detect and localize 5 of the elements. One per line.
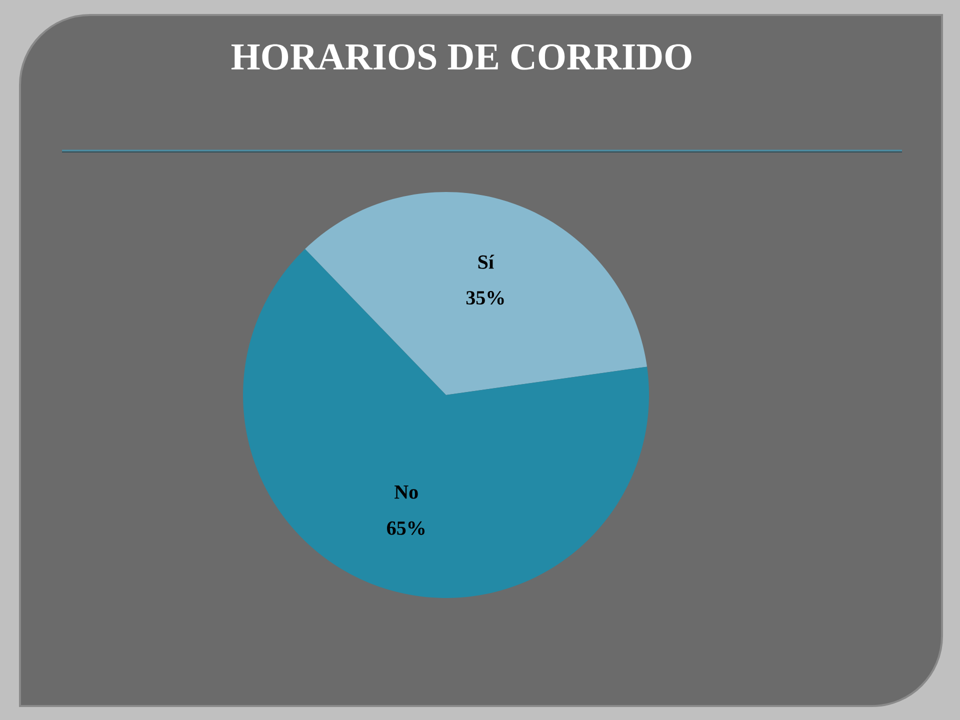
slice-label: No: [394, 486, 418, 499]
chart-title: HORARIOS DE CORRIDO: [231, 44, 692, 70]
data-label: 65%: [387, 521, 424, 535]
data-label: 35%: [466, 291, 504, 305]
slice-label: Sí: [478, 254, 494, 269]
